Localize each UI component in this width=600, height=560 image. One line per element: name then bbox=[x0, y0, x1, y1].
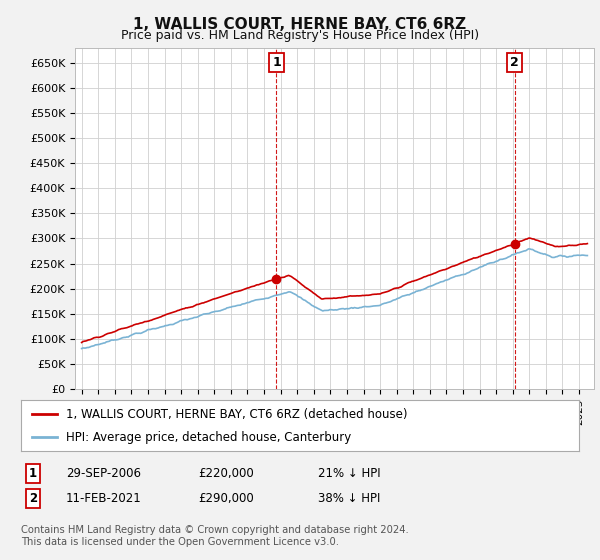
Text: 1: 1 bbox=[272, 56, 281, 69]
Text: 2: 2 bbox=[511, 56, 519, 69]
Text: 21% ↓ HPI: 21% ↓ HPI bbox=[318, 466, 380, 480]
Text: 2: 2 bbox=[29, 492, 37, 505]
Text: Price paid vs. HM Land Registry's House Price Index (HPI): Price paid vs. HM Land Registry's House … bbox=[121, 29, 479, 42]
Text: £220,000: £220,000 bbox=[198, 466, 254, 480]
Text: £290,000: £290,000 bbox=[198, 492, 254, 505]
Text: 1, WALLIS COURT, HERNE BAY, CT6 6RZ: 1, WALLIS COURT, HERNE BAY, CT6 6RZ bbox=[133, 17, 467, 32]
Text: 11-FEB-2021: 11-FEB-2021 bbox=[66, 492, 142, 505]
Text: 29-SEP-2006: 29-SEP-2006 bbox=[66, 466, 141, 480]
Text: Contains HM Land Registry data © Crown copyright and database right 2024.
This d: Contains HM Land Registry data © Crown c… bbox=[21, 525, 409, 547]
Text: 1, WALLIS COURT, HERNE BAY, CT6 6RZ (detached house): 1, WALLIS COURT, HERNE BAY, CT6 6RZ (det… bbox=[65, 408, 407, 421]
Text: 38% ↓ HPI: 38% ↓ HPI bbox=[318, 492, 380, 505]
Text: HPI: Average price, detached house, Canterbury: HPI: Average price, detached house, Cant… bbox=[65, 431, 351, 444]
Text: 1: 1 bbox=[29, 466, 37, 480]
